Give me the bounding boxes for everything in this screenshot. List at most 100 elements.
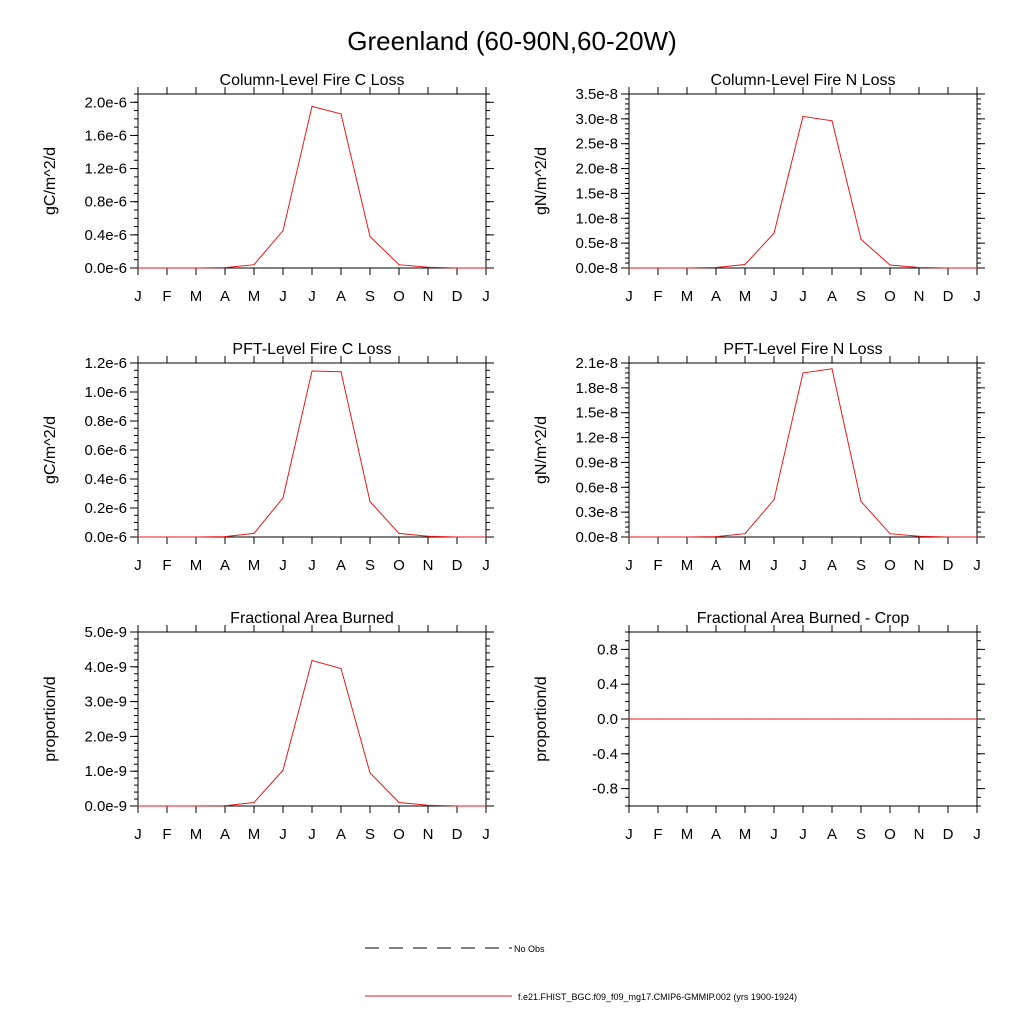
x-tick-label: F xyxy=(162,826,171,843)
x-tick-label: J xyxy=(279,288,287,305)
data-point xyxy=(860,238,862,240)
x-tick-label: M xyxy=(681,826,694,843)
data-point xyxy=(918,266,920,269)
data-point xyxy=(715,535,717,538)
y-tick-label: 0.8 xyxy=(597,641,618,658)
x-tick-label: N xyxy=(423,557,434,574)
data-point xyxy=(137,805,139,807)
x-tick-label: M xyxy=(248,288,261,305)
data-point xyxy=(369,500,371,503)
x-tick-label: N xyxy=(914,557,925,574)
data-point xyxy=(340,113,342,115)
y-tick-label: 0.4e-6 xyxy=(84,471,127,488)
y-tick-label: 2.1e-8 xyxy=(575,355,618,372)
data-point xyxy=(918,718,920,720)
data-point xyxy=(427,535,429,537)
chart-panel-1: Column-Level Fire C Loss gC/m^2/d 0.0e-6 0.… xyxy=(42,72,494,305)
x-tick-label: J xyxy=(973,288,981,305)
x-tick-label: J xyxy=(799,557,807,574)
data-point xyxy=(311,105,313,108)
data-point xyxy=(224,535,226,538)
x-tick-label: J xyxy=(134,826,142,843)
data-point xyxy=(860,718,862,720)
x-tick-label: M xyxy=(681,288,694,305)
data-point xyxy=(398,264,400,266)
y-tick-label: 5.0e-9 xyxy=(84,624,127,641)
data-point xyxy=(628,267,630,269)
x-tick-label: J xyxy=(308,557,316,574)
legend: No Obs f.e21.FHIST_BGC.f09_f09_mg17.CMIP… xyxy=(365,944,797,1002)
chart-title: Column-Level Fire C Loss xyxy=(220,72,405,89)
data-point xyxy=(628,536,630,538)
data-point xyxy=(340,371,342,373)
data-point xyxy=(686,267,688,269)
x-tick-label: O xyxy=(393,288,405,305)
data-point xyxy=(485,267,487,269)
data-point xyxy=(773,499,775,501)
data-point xyxy=(628,718,630,720)
y-tick-label: 2.5e-8 xyxy=(575,136,618,153)
x-tick-label: J xyxy=(279,826,287,843)
x-tick-label: D xyxy=(452,288,463,305)
data-point xyxy=(456,536,458,538)
x-tick-label: S xyxy=(365,826,375,843)
x-tick-label: S xyxy=(365,288,375,305)
data-point xyxy=(427,266,429,268)
x-tick-label: A xyxy=(711,557,721,574)
x-tick-label: A xyxy=(336,826,346,843)
data-point xyxy=(485,805,487,807)
legend-entry-model-run: f.e21.FHIST_BGC.f09_f09_mg17.CMIP6-GMMIP… xyxy=(365,992,797,1002)
x-tick-label: A xyxy=(827,557,837,574)
chart-title: Column-Level Fire N Loss xyxy=(711,72,896,89)
x-tick-label: N xyxy=(423,288,434,305)
y-tick-label: 3.0e-8 xyxy=(575,111,618,128)
data-point xyxy=(166,536,168,538)
y-tick-label: 1.5e-8 xyxy=(575,405,618,422)
data-point xyxy=(369,772,371,774)
data-point xyxy=(224,266,226,269)
x-tick-label: D xyxy=(943,557,954,574)
x-tick-label: O xyxy=(884,557,896,574)
x-tick-label: S xyxy=(856,288,866,305)
y-tick-label: 1.2e-8 xyxy=(575,430,618,447)
y-tick-label: 3.0e-9 xyxy=(84,694,127,711)
chart-title: Fractional Area Burned xyxy=(230,610,394,627)
x-tick-label: A xyxy=(711,288,721,305)
y-tick-label: 1.0e-8 xyxy=(575,210,618,227)
data-point xyxy=(831,718,833,720)
y-tick-label: 2.0e-8 xyxy=(575,161,618,178)
x-tick-label: M xyxy=(681,557,694,574)
data-point xyxy=(456,805,458,807)
series-line-1 xyxy=(138,659,486,807)
x-tick-label: J xyxy=(308,288,316,305)
data-point xyxy=(427,804,429,806)
data-point xyxy=(369,235,371,238)
y-axis-label: gN/m^2/d xyxy=(533,147,550,215)
y-tick-label: 0.6e-8 xyxy=(575,479,618,496)
y-tick-label: 0.8e-6 xyxy=(84,194,127,211)
data-point xyxy=(802,115,804,117)
data-point xyxy=(282,769,284,771)
data-point xyxy=(686,718,688,720)
chart-panel-3: PFT-Level Fire C Loss gC/m^2/d 0.0e-6 0.2e-… xyxy=(42,341,494,574)
y-axis-label: gC/m^2/d xyxy=(42,147,59,215)
x-tick-label: F xyxy=(653,826,662,843)
y-axis-label: gC/m^2/d xyxy=(42,416,59,484)
data-point xyxy=(456,267,458,269)
data-point xyxy=(657,718,659,720)
data-point xyxy=(398,801,400,804)
data-point xyxy=(398,532,400,534)
plot-frame xyxy=(137,93,487,269)
y-tick-label: 0.0 xyxy=(597,711,618,728)
x-tick-label: M xyxy=(190,288,203,305)
data-point xyxy=(253,264,255,266)
data-point xyxy=(744,263,746,266)
y-tick-label: 0.0e-6 xyxy=(84,260,127,277)
data-point xyxy=(166,267,168,269)
data-point xyxy=(311,370,313,372)
y-tick-label: 4.0e-9 xyxy=(84,659,127,676)
chart-panel-2: Column-Level Fire N Loss gN/m^2/d 0.0e-8 0.… xyxy=(533,72,985,305)
x-tick-label: J xyxy=(482,288,490,305)
y-tick-label: -0.8 xyxy=(592,781,618,798)
